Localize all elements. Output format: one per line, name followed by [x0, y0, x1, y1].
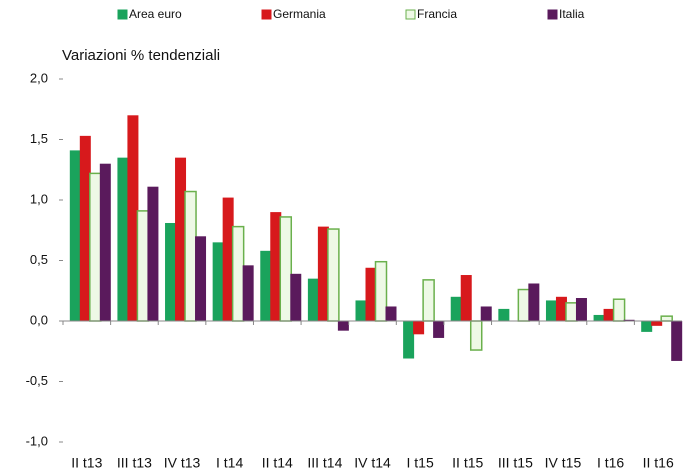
bar: [317, 226, 329, 321]
x-tick-label: IV t13: [164, 455, 201, 471]
x-tick-label: IV t15: [545, 455, 582, 471]
bar: [651, 321, 663, 326]
y-tick-label: -1,0: [26, 433, 48, 448]
legend-swatch: [117, 9, 128, 20]
x-tick-label: III t15: [498, 455, 533, 471]
bar: [671, 321, 683, 361]
y-tick-label: 0,5: [30, 252, 48, 267]
bar: [385, 306, 397, 321]
bar: [403, 321, 415, 359]
legend-label: Area euro: [129, 7, 182, 21]
x-tick-label: III t14: [307, 455, 342, 471]
bar: [603, 308, 615, 321]
bar: [555, 296, 567, 321]
bar: [480, 306, 492, 321]
bar: [460, 275, 472, 321]
bar: [498, 308, 510, 321]
bar: [270, 212, 282, 321]
bar: [612, 298, 626, 322]
bar: [623, 319, 635, 321]
bar: [117, 157, 129, 321]
chart-subtitle: Variazioni % tendenziali: [62, 47, 220, 64]
bar: [195, 236, 207, 321]
bar: [212, 242, 224, 321]
bar: [165, 222, 177, 321]
legend-label: Italia: [559, 7, 585, 21]
y-tick-label: 0,0: [30, 312, 48, 327]
bar: [147, 186, 159, 321]
bar: [413, 321, 425, 335]
bar: [290, 273, 302, 321]
x-tick-label: II t15: [452, 455, 483, 471]
bar: [469, 320, 483, 351]
bar: [127, 115, 139, 321]
x-tick-label: II t14: [262, 455, 293, 471]
bar: [575, 298, 587, 321]
bar: [374, 260, 388, 322]
y-tick-label: 2,0: [30, 70, 48, 85]
bar: [641, 321, 653, 332]
bar: [175, 157, 187, 321]
bar: [231, 225, 245, 322]
bar: [528, 283, 540, 321]
bar: [279, 216, 293, 322]
bar: [545, 300, 557, 321]
bar: [517, 288, 531, 322]
x-tick-label: I t15: [406, 455, 433, 471]
bar: [337, 321, 349, 331]
bar: [79, 135, 91, 321]
legend-label: Francia: [417, 7, 457, 21]
bar: [307, 278, 319, 321]
bar: [433, 321, 445, 338]
bar: [184, 190, 197, 322]
bar: [593, 314, 605, 321]
bar: [260, 250, 272, 321]
legend-swatch: [261, 9, 272, 20]
bar: [69, 150, 81, 321]
bar: [355, 300, 367, 321]
bar: [565, 302, 578, 322]
bar: [422, 279, 435, 322]
x-tick-label: III t13: [117, 455, 152, 471]
legend-swatch: [547, 9, 558, 20]
bar: [89, 172, 102, 322]
bar: [242, 265, 254, 321]
x-tick-label: II t16: [643, 455, 674, 471]
bar: [660, 315, 673, 322]
x-tick-label: II t13: [71, 455, 102, 471]
legend-label: Germania: [273, 7, 326, 21]
y-tick-label: -0,5: [26, 373, 48, 388]
y-tick-label: 1,0: [30, 191, 48, 206]
bar: [365, 267, 377, 321]
legend-swatch: [405, 9, 416, 20]
y-tick-label: 1,5: [30, 131, 48, 146]
bar: [327, 228, 340, 322]
bar: [222, 197, 234, 321]
bar: [450, 296, 462, 321]
x-tick-label: I t14: [216, 455, 243, 471]
bar: [136, 210, 150, 322]
bar: [99, 163, 111, 321]
x-tick-label: I t16: [597, 455, 624, 471]
x-tick-label: IV t14: [354, 455, 391, 471]
